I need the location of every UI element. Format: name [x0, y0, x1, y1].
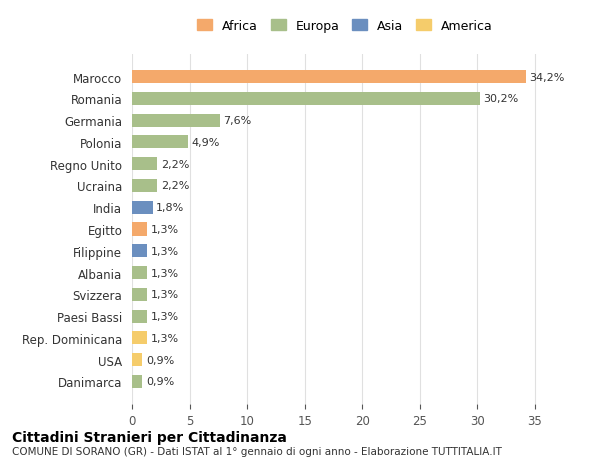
- Text: 30,2%: 30,2%: [483, 94, 518, 104]
- Bar: [132, 266, 147, 280]
- Text: 7,6%: 7,6%: [223, 116, 251, 126]
- Text: 1,3%: 1,3%: [151, 311, 179, 321]
- Text: 1,3%: 1,3%: [151, 268, 179, 278]
- Text: 0,9%: 0,9%: [146, 355, 174, 365]
- Text: 2,2%: 2,2%: [161, 181, 189, 191]
- Text: 1,3%: 1,3%: [151, 246, 179, 256]
- Legend: Africa, Europa, Asia, America: Africa, Europa, Asia, America: [194, 16, 496, 36]
- Text: 2,2%: 2,2%: [161, 159, 189, 169]
- Text: Cittadini Stranieri per Cittadinanza: Cittadini Stranieri per Cittadinanza: [12, 430, 287, 444]
- Bar: [132, 114, 220, 128]
- Text: 4,9%: 4,9%: [192, 138, 220, 148]
- Bar: [132, 245, 147, 258]
- Text: 1,8%: 1,8%: [156, 203, 184, 213]
- Bar: [132, 71, 526, 84]
- Text: 0,9%: 0,9%: [146, 376, 174, 386]
- Text: 1,3%: 1,3%: [151, 333, 179, 343]
- Bar: [132, 310, 147, 323]
- Bar: [132, 93, 480, 106]
- Text: COMUNE DI SORANO (GR) - Dati ISTAT al 1° gennaio di ogni anno - Elaborazione TUT: COMUNE DI SORANO (GR) - Dati ISTAT al 1°…: [12, 447, 502, 456]
- Bar: [132, 288, 147, 301]
- Bar: [132, 179, 157, 193]
- Text: 1,3%: 1,3%: [151, 224, 179, 235]
- Bar: [132, 375, 142, 388]
- Text: 34,2%: 34,2%: [529, 73, 565, 83]
- Bar: [132, 223, 147, 236]
- Text: 1,3%: 1,3%: [151, 290, 179, 300]
- Bar: [132, 353, 142, 366]
- Bar: [132, 136, 188, 149]
- Bar: [132, 158, 157, 171]
- Bar: [132, 201, 153, 214]
- Bar: [132, 331, 147, 345]
